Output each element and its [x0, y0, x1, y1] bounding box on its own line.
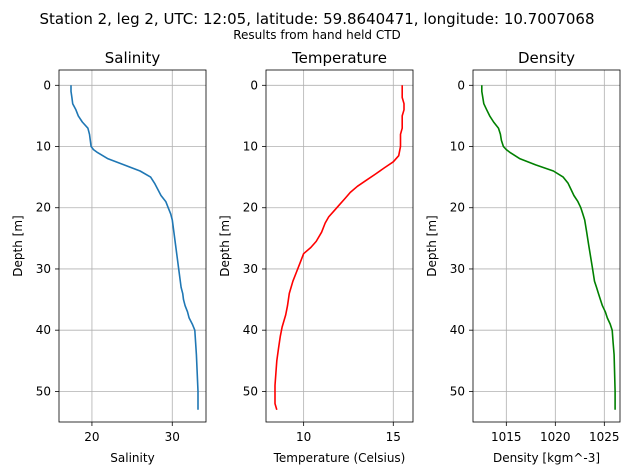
temperature-x-axis-label: Temperature (Celsius) [273, 451, 406, 465]
density-grid [473, 70, 620, 422]
temperature-series-line [274, 85, 405, 411]
temperature-y-tick-label: 20 [243, 201, 258, 215]
salinity-x-axis-label: Salinity [110, 451, 154, 465]
salinity-y-tick-label: 50 [36, 384, 51, 398]
temperature-y-tick-label: 0 [250, 78, 258, 92]
temperature-y-tick-label: 30 [243, 262, 258, 276]
density-y-tick-label: 30 [450, 262, 465, 276]
salinity-y-tick-label: 0 [43, 78, 51, 92]
density-x-tick-label: 1020 [540, 430, 571, 444]
temperature-axes-frame [265, 69, 414, 423]
temperature-y-tick-label: 40 [243, 323, 258, 337]
density-y-tick-label: 40 [450, 323, 465, 337]
temperature-y-tick-label: 10 [243, 140, 258, 154]
density-y-tick-label: 20 [450, 201, 465, 215]
density-y-tick-label: 10 [450, 140, 465, 154]
salinity-panel: 20 30 0 10 20 30 40 50 Salinity Salinity Depth [m] [11, 49, 207, 465]
salinity-series-line [70, 85, 199, 410]
temperature-title: Temperature [291, 49, 387, 67]
temperature-grid [266, 70, 413, 422]
salinity-y-tick-label: 10 [36, 140, 51, 154]
salinity-y-tick-label: 20 [36, 201, 51, 215]
salinity-x-tick-label: 30 [165, 430, 180, 444]
density-x-axis-label: Density [kgm^-3] [493, 451, 600, 465]
salinity-y-tick-label: 30 [36, 262, 51, 276]
density-title: Density [518, 49, 575, 67]
salinity-y-tick-label: 40 [36, 323, 51, 337]
density-series-line [480, 85, 616, 410]
density-y-axis-label: Depth [m] [425, 215, 439, 276]
temperature-panel: 10 15 0 10 20 30 40 50 Temperature Temperature (C… [218, 49, 414, 465]
density-x-tick-label: 1025 [589, 430, 620, 444]
density-axes-frame [472, 69, 621, 423]
temperature-y-axis-label: Depth [m] [218, 215, 232, 276]
figure-title: Station 2, leg 2, UTC: 12:05, latitude: … [40, 10, 595, 28]
density-y-tick-label: 50 [450, 384, 465, 398]
salinity-title: Salinity [105, 49, 161, 67]
temperature-x-tick-label: 10 [296, 430, 311, 444]
salinity-axes-frame [58, 69, 207, 423]
figure-subtitle: Results from hand held CTD [233, 28, 401, 42]
salinity-y-axis-label: Depth [m] [11, 215, 25, 276]
salinity-grid [59, 70, 206, 422]
density-y-tick-label: 0 [457, 78, 465, 92]
temperature-y-tick-label: 50 [243, 384, 258, 398]
temperature-x-tick-label: 15 [386, 430, 401, 444]
salinity-x-tick-label: 20 [84, 430, 99, 444]
density-x-tick-label: 1015 [491, 430, 522, 444]
